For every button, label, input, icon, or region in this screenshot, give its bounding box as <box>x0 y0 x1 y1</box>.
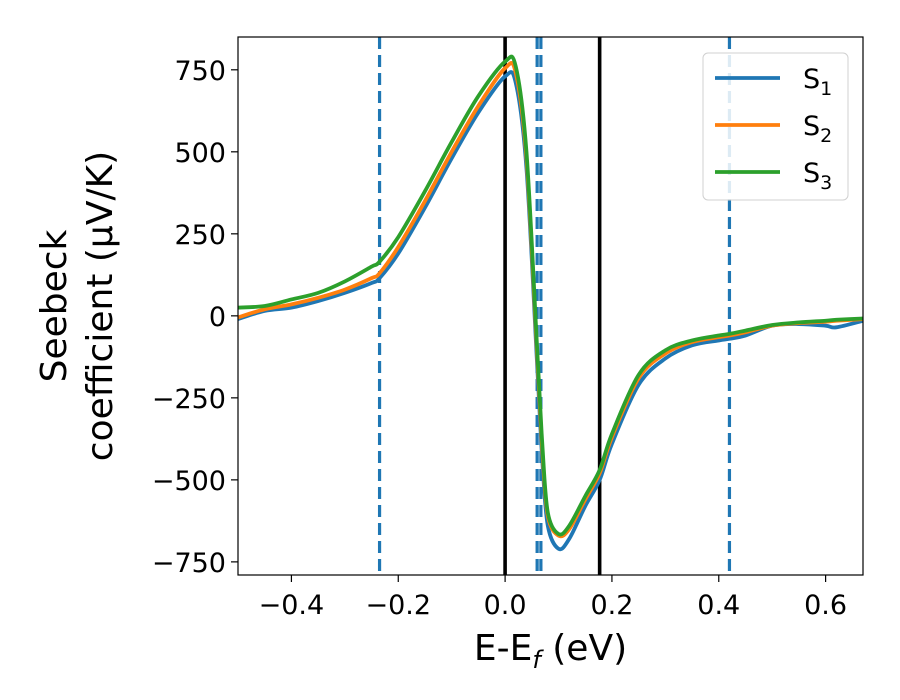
x-axis-title-suffix: (eV) <box>541 628 627 669</box>
x-tick-label: −0.2 <box>365 590 431 621</box>
y-axis-ticks: −750 −500 −250 0 250 500 750 <box>152 56 238 579</box>
y-tick-label: −750 <box>152 548 226 579</box>
x-tick-label: 0.2 <box>590 590 633 621</box>
y-axis-title-line2: coefficient (μV/K) <box>80 151 121 461</box>
x-tick-label: 0.0 <box>484 590 527 621</box>
x-tick-label: 0.6 <box>804 590 847 621</box>
x-axis-ticks: −0.4 −0.2 0.0 0.2 0.4 0.6 <box>259 575 847 621</box>
vertical-lines <box>377 37 732 575</box>
legend-label-s2: S2 <box>803 111 832 147</box>
x-tick-label: 0.4 <box>697 590 740 621</box>
x-axis-title-main: E-E <box>474 628 532 669</box>
plot-frame <box>237 36 864 576</box>
series-line-s3 <box>238 54 863 537</box>
y-tick-label: −250 <box>152 384 226 415</box>
y-axis-title-line1: Seebeck <box>34 229 75 382</box>
legend-label-s1: S1 <box>803 64 832 100</box>
legend: S1 S2 S3 <box>702 52 849 201</box>
series-lines <box>238 54 863 552</box>
y-tick-label: −500 <box>152 466 226 497</box>
y-tick-label: 750 <box>174 56 226 87</box>
x-axis-title: E-Ef (eV) <box>474 628 627 674</box>
y-tick-label: 250 <box>174 220 226 251</box>
y-tick-label: 500 <box>174 138 226 169</box>
y-tick-label: 0 <box>209 302 226 333</box>
x-tick-label: −0.4 <box>259 590 325 621</box>
legend-label-s3: S3 <box>803 158 832 194</box>
